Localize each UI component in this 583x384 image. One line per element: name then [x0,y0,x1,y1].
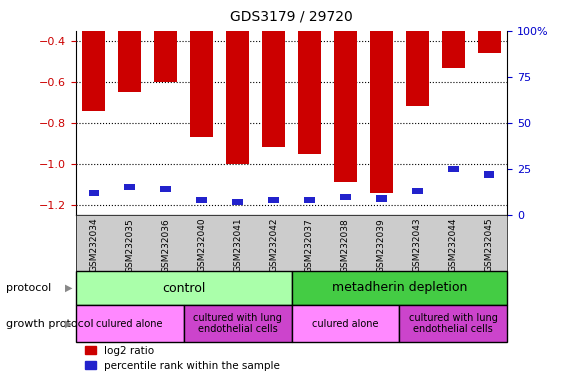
Bar [441,31,465,68]
Text: control: control [162,281,205,295]
Text: GSM232045: GSM232045 [484,218,494,273]
Bar [484,171,494,177]
Bar [376,195,387,202]
Text: culured alone: culured alone [312,318,379,329]
Text: GSM232037: GSM232037 [305,218,314,273]
Text: GSM232044: GSM232044 [449,218,458,272]
Bar [89,190,99,196]
Bar [226,31,250,164]
Bar [292,271,507,305]
Text: growth protocol: growth protocol [6,318,93,329]
Text: ▶: ▶ [65,283,73,293]
Text: GSM232035: GSM232035 [125,218,134,273]
Text: GSM232036: GSM232036 [161,218,170,273]
Text: GDS3179 / 29720: GDS3179 / 29720 [230,10,353,23]
Text: GSM232043: GSM232043 [413,218,422,273]
Bar [82,31,106,111]
Bar [268,197,279,204]
Bar [292,305,399,342]
Bar [76,305,184,342]
Bar [76,271,292,305]
Bar [412,188,423,194]
Bar [262,31,285,147]
Bar [304,197,315,204]
Bar [124,184,135,190]
Text: ▶: ▶ [65,318,73,329]
Bar [448,166,459,172]
Text: cultured with lung
endothelial cells: cultured with lung endothelial cells [193,313,282,334]
Text: culured alone: culured alone [96,318,163,329]
Text: GSM232040: GSM232040 [197,218,206,273]
Bar [196,197,207,204]
Bar [154,31,177,82]
Legend: log2 ratio, percentile rank within the sample: log2 ratio, percentile rank within the s… [81,341,284,375]
Bar [370,31,393,192]
Bar [118,31,142,92]
Bar [160,186,171,192]
Bar [190,31,213,137]
Text: GSM232034: GSM232034 [89,218,99,273]
Text: protocol: protocol [6,283,51,293]
Bar [406,31,429,106]
Bar [333,31,357,182]
Text: GSM232041: GSM232041 [233,218,242,273]
Text: GSM232038: GSM232038 [341,218,350,273]
Text: GSM232039: GSM232039 [377,218,386,273]
Bar [232,199,243,205]
Bar [340,194,351,200]
Text: GSM232042: GSM232042 [269,218,278,272]
Bar [477,31,501,53]
Text: cultured with lung
endothelial cells: cultured with lung endothelial cells [409,313,498,334]
Bar [298,31,321,154]
Text: metadherin depletion: metadherin depletion [332,281,467,295]
Bar [399,305,507,342]
Bar [184,305,292,342]
